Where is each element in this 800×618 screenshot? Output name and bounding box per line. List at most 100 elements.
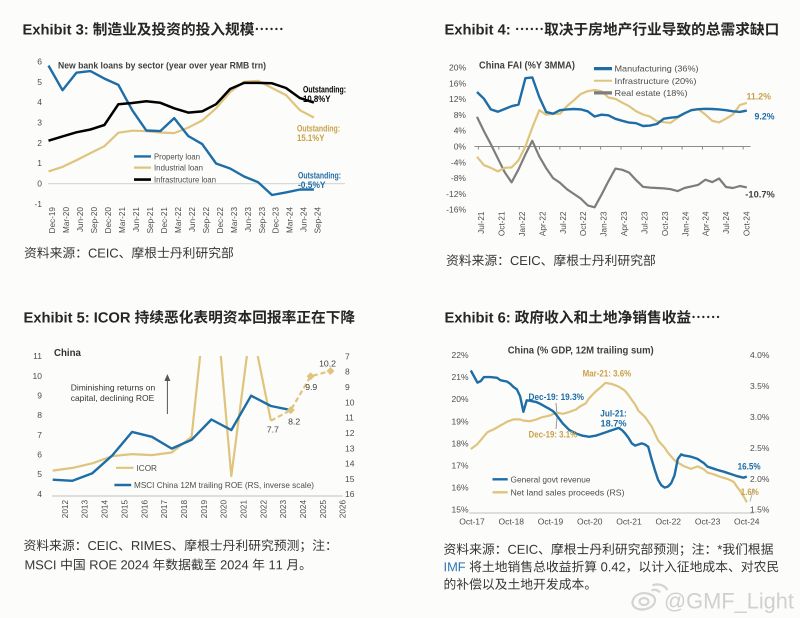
svg-text:15.1%Y: 15.1%Y: [297, 133, 325, 143]
svg-text:-8%: -8%: [451, 173, 467, 183]
svg-text:15%: 15%: [451, 505, 468, 515]
svg-text:Oct-21: Oct-21: [498, 211, 507, 236]
svg-text:Jan-23: Jan-23: [600, 211, 609, 236]
svg-text:Apr-23: Apr-23: [620, 211, 629, 236]
svg-text:Jan-22: Jan-22: [518, 211, 527, 236]
svg-text:Jun-21: Jun-21: [132, 207, 141, 232]
svg-text:Dec-19: 3.1%: Dec-19: 3.1%: [529, 430, 578, 440]
svg-text:2022: 2022: [259, 500, 268, 519]
svg-text:20%: 20%: [449, 63, 466, 73]
svg-text:Diminishing returns on: Diminishing returns on: [71, 383, 156, 393]
svg-text:capital, declining ROE: capital, declining ROE: [71, 393, 155, 403]
svg-text:6: 6: [37, 450, 42, 460]
svg-text:7.7: 7.7: [267, 425, 279, 435]
svg-text:2025: 2025: [319, 500, 328, 519]
svg-text:Apr-22: Apr-22: [538, 211, 547, 236]
svg-text:Jun-22: Jun-22: [188, 207, 197, 232]
svg-text:16: 16: [345, 489, 355, 499]
svg-text:Jun-23: Jun-23: [244, 207, 253, 232]
svg-text:Outstanding:: Outstanding:: [298, 171, 341, 181]
svg-text:Oct-24: Oct-24: [743, 211, 752, 236]
svg-text:2021: 2021: [240, 500, 249, 519]
svg-text:Outstanding:: Outstanding:: [297, 124, 340, 134]
svg-text:2024: 2024: [299, 500, 308, 519]
svg-text:Manufacturing (36%): Manufacturing (36%): [615, 65, 699, 74]
svg-text:-10.7%: -10.7%: [745, 190, 775, 200]
svg-text:Oct-23: Oct-23: [695, 517, 721, 527]
svg-text:1.5%: 1.5%: [750, 505, 770, 515]
svg-text:5: 5: [37, 469, 42, 479]
svg-text:16%: 16%: [451, 483, 468, 493]
svg-text:Mar-20: Mar-20: [62, 207, 71, 233]
svg-text:12: 12: [345, 428, 355, 438]
svg-text:Dec-19: Dec-19: [48, 207, 57, 234]
svg-text:Jan-24: Jan-24: [681, 211, 690, 236]
svg-text:18%: 18%: [451, 438, 468, 448]
svg-text:China: China: [54, 348, 82, 359]
svg-text:2014: 2014: [101, 500, 110, 519]
svg-text:7: 7: [37, 430, 42, 440]
svg-text:Property loan: Property loan: [154, 152, 200, 161]
svg-text:Dec-20: Dec-20: [104, 207, 113, 234]
svg-text:Sep-20: Sep-20: [90, 207, 99, 234]
svg-text:Mar-21: Mar-21: [118, 207, 127, 233]
svg-text:New bank loans by sector (year: New bank loans by sector (year over year…: [58, 60, 266, 71]
svg-text:China FAI (%Y 3MMA): China FAI (%Y 3MMA): [479, 61, 575, 72]
svg-text:10.8%Y: 10.8%Y: [303, 94, 331, 104]
svg-text:Oct-24: Oct-24: [734, 517, 760, 527]
svg-text:2: 2: [37, 138, 42, 148]
svg-text:15: 15: [345, 474, 355, 484]
svg-text:2020: 2020: [220, 500, 229, 519]
svg-text:10: 10: [345, 397, 355, 407]
svg-text:3.0%: 3.0%: [750, 412, 770, 422]
svg-text:2.5%: 2.5%: [750, 443, 770, 453]
svg-text:Sep-21: Sep-21: [146, 207, 155, 234]
svg-text:4: 4: [37, 489, 42, 499]
svg-text:Jul-21:: Jul-21:: [600, 409, 626, 419]
svg-text:16.5%: 16.5%: [738, 462, 761, 472]
svg-text:China (% GDP, 12M trailing sum: China (% GDP, 12M trailing sum): [508, 346, 654, 357]
svg-text:Oct-18: Oct-18: [499, 517, 525, 527]
svg-text:Sep-23: Sep-23: [258, 207, 267, 234]
svg-text:Oct-20: Oct-20: [577, 517, 603, 527]
svg-text:Oct-19: Oct-19: [538, 517, 564, 527]
svg-text:3.5%: 3.5%: [750, 381, 770, 391]
svg-text:11: 11: [345, 413, 354, 423]
svg-text:14: 14: [345, 459, 355, 469]
svg-text:-12%: -12%: [446, 189, 466, 199]
svg-text:Jul-21: Jul-21: [477, 211, 486, 234]
svg-text:-4%: -4%: [451, 157, 467, 167]
svg-text:Dec-19: 19.3%: Dec-19: 19.3%: [529, 392, 585, 402]
svg-text:-16%: -16%: [446, 205, 466, 215]
svg-text:1.6%: 1.6%: [741, 487, 759, 497]
svg-text:2023: 2023: [279, 500, 288, 519]
svg-text:7: 7: [345, 351, 350, 361]
svg-text:4%: 4%: [454, 126, 467, 136]
svg-text:Jun-24: Jun-24: [300, 207, 309, 232]
svg-text:-0.5%Y: -0.5%Y: [298, 180, 326, 190]
svg-text:Dec-23: Dec-23: [272, 207, 281, 234]
svg-text:16%: 16%: [449, 78, 466, 88]
svg-text:20%: 20%: [451, 394, 468, 404]
svg-text:Apr-24: Apr-24: [702, 211, 711, 236]
svg-text:8.2: 8.2: [288, 417, 300, 427]
svg-text:9: 9: [345, 382, 350, 392]
svg-text:8%: 8%: [454, 110, 467, 120]
svg-text:Mar-23: Mar-23: [230, 207, 239, 233]
svg-text:1: 1: [37, 158, 42, 168]
svg-text:2015: 2015: [120, 500, 129, 519]
svg-text:Oct-17: Oct-17: [459, 517, 485, 527]
svg-text:@GMF_Light: @GMF_Light: [664, 589, 795, 614]
svg-text:ICOR: ICOR: [137, 464, 158, 473]
svg-text:Sep-24: Sep-24: [314, 207, 323, 234]
svg-text:Oct-22: Oct-22: [579, 211, 588, 236]
svg-text:3: 3: [37, 118, 42, 128]
svg-text:10: 10: [33, 371, 43, 381]
svg-text:Outstanding:: Outstanding:: [303, 85, 346, 95]
svg-text:Mar-22: Mar-22: [174, 207, 183, 233]
svg-text:6: 6: [37, 57, 42, 67]
svg-text:General govt revenue: General govt revenue: [511, 475, 591, 484]
svg-text:4.0%: 4.0%: [750, 350, 770, 360]
svg-text:-1: -1: [34, 199, 42, 209]
svg-text:Infrastructure (20%): Infrastructure (20%): [615, 77, 697, 86]
